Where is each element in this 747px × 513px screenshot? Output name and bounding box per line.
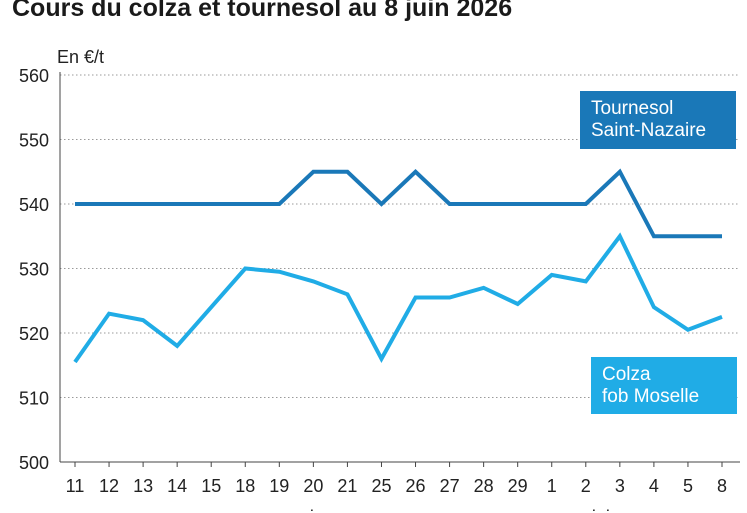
series-label-text: Tournesol <box>591 98 673 119</box>
x-tick-label: 2 <box>581 476 591 496</box>
y-tick-label: 500 <box>19 453 49 473</box>
y-tick-label: 560 <box>19 66 49 86</box>
y-tick-label: 530 <box>19 260 49 280</box>
series-label-text: Saint-Nazaire <box>591 120 706 141</box>
x-tick-label: 29 <box>508 476 528 496</box>
x-tick-label: 1 <box>547 476 557 496</box>
series-label-box <box>580 91 736 149</box>
x-tick-label: 26 <box>406 476 426 496</box>
x-tick-label: 20 <box>303 476 323 496</box>
x-tick-label: 3 <box>615 476 625 496</box>
x-tick-label: 21 <box>337 476 357 496</box>
series-line-0 <box>75 168 722 239</box>
y-tick-label: 510 <box>19 389 49 409</box>
y-axis-unit-label: En €/t <box>57 47 104 67</box>
x-tick-label: 12 <box>99 476 119 496</box>
series-layer <box>73 168 723 364</box>
series-label-text: fob Moselle <box>602 386 699 407</box>
x-month-label: juin <box>591 507 620 513</box>
x-tick-label: 13 <box>133 476 153 496</box>
x-tick-label: 27 <box>440 476 460 496</box>
series-label-text: Colza <box>602 364 651 385</box>
x-tick-label: 8 <box>717 476 727 496</box>
chart-title: Cours du colza et tournesol au 8 juin 20… <box>12 0 513 22</box>
x-tick-label: 14 <box>167 476 187 496</box>
x-tick-label: 11 <box>66 476 85 496</box>
x-tick-label: 15 <box>201 476 221 496</box>
x-tick-label: 28 <box>474 476 494 496</box>
x-tick-label: 25 <box>371 476 391 496</box>
x-month-label: mai <box>285 507 314 513</box>
x-tick-label: 18 <box>235 476 255 496</box>
x-tick-label: 19 <box>269 476 289 496</box>
y-tick-label: 520 <box>19 324 49 344</box>
series-label-box <box>591 357 737 414</box>
x-tick-label: 4 <box>649 476 659 496</box>
series-line-1 <box>73 232 723 364</box>
x-tick-label: 5 <box>683 476 693 496</box>
y-tick-label: 540 <box>19 195 49 215</box>
y-tick-label: 550 <box>19 131 49 151</box>
